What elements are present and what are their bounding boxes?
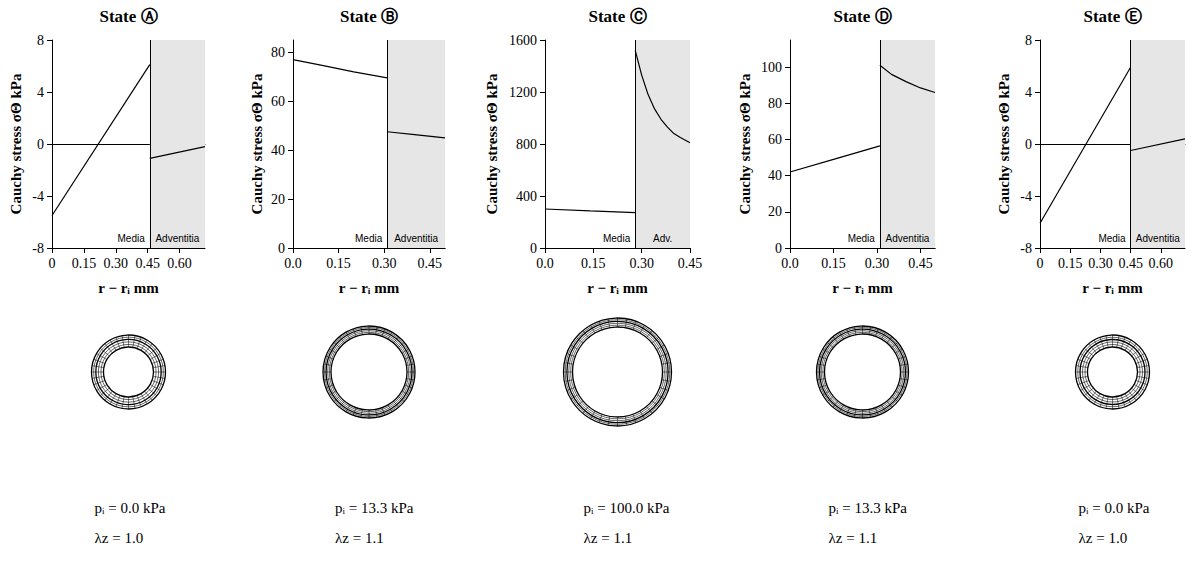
svg-text:Cauchy stress σΘ kPa: Cauchy stress σΘ kPa xyxy=(996,73,1012,214)
svg-text:-8: -8 xyxy=(32,241,44,256)
svg-text:λz = 1.1: λz = 1.1 xyxy=(829,530,878,546)
svg-text:λz = 1.0: λz = 1.0 xyxy=(95,530,144,546)
svg-text:pᵢ = 13.3 kPa: pᵢ = 13.3 kPa xyxy=(829,500,908,516)
svg-text:pᵢ = 0.0 kPa: pᵢ = 0.0 kPa xyxy=(95,500,166,516)
svg-text:20: 20 xyxy=(768,204,782,219)
svg-text:Cauchy stress σΘ kPa: Cauchy stress σΘ kPa xyxy=(484,73,500,214)
svg-text:400: 400 xyxy=(516,189,537,204)
svg-text:Adventitia: Adventitia xyxy=(885,233,929,244)
svg-text:r − rᵢ mm: r − rᵢ mm xyxy=(832,280,893,296)
svg-text:60: 60 xyxy=(271,94,285,109)
svg-text:Media: Media xyxy=(848,233,876,244)
svg-text:0.0: 0.0 xyxy=(284,256,302,271)
svg-text:r − rᵢ mm: r − rᵢ mm xyxy=(587,280,648,296)
svg-text:0.15: 0.15 xyxy=(326,256,351,271)
svg-text:State Ⓓ: State Ⓓ xyxy=(833,7,891,26)
svg-text:State Ⓐ: State Ⓐ xyxy=(99,7,157,26)
svg-text:40: 40 xyxy=(768,168,782,183)
svg-text:100: 100 xyxy=(761,60,782,75)
svg-text:Cauchy stress σΘ kPa: Cauchy stress σΘ kPa xyxy=(8,73,24,214)
svg-text:0.15: 0.15 xyxy=(72,256,97,271)
svg-text:-8: -8 xyxy=(1020,241,1032,256)
svg-text:Media: Media xyxy=(1098,233,1126,244)
svg-text:0.30: 0.30 xyxy=(104,256,129,271)
svg-text:0: 0 xyxy=(37,137,44,152)
svg-text:0.45: 0.45 xyxy=(678,256,703,271)
svg-text:0.15: 0.15 xyxy=(581,256,606,271)
svg-text:λz = 1.1: λz = 1.1 xyxy=(584,530,633,546)
svg-text:r − rᵢ mm: r − rᵢ mm xyxy=(1082,280,1143,296)
svg-text:40: 40 xyxy=(271,143,285,158)
svg-text:Media: Media xyxy=(118,233,146,244)
svg-text:1600: 1600 xyxy=(509,33,537,48)
svg-text:0.45: 0.45 xyxy=(135,256,160,271)
svg-text:80: 80 xyxy=(768,96,782,111)
svg-text:60: 60 xyxy=(768,132,782,147)
svg-text:800: 800 xyxy=(516,137,537,152)
svg-text:State Ⓒ: State Ⓒ xyxy=(588,7,646,26)
svg-text:λz = 1.0: λz = 1.0 xyxy=(1079,530,1128,546)
svg-text:-4: -4 xyxy=(1020,189,1032,204)
svg-text:Adv.: Adv. xyxy=(653,233,672,244)
svg-text:0: 0 xyxy=(530,241,537,256)
svg-text:0: 0 xyxy=(775,241,782,256)
svg-text:Media: Media xyxy=(355,233,383,244)
svg-text:Adventitia: Adventitia xyxy=(1136,233,1180,244)
svg-text:Adventitia: Adventitia xyxy=(155,233,199,244)
svg-text:0.15: 0.15 xyxy=(821,256,846,271)
svg-text:Media: Media xyxy=(603,233,631,244)
svg-text:0.30: 0.30 xyxy=(372,256,397,271)
svg-text:8: 8 xyxy=(1025,33,1032,48)
svg-text:0.45: 0.45 xyxy=(1118,256,1143,271)
svg-text:0: 0 xyxy=(49,256,56,271)
svg-text:λz = 1.1: λz = 1.1 xyxy=(335,530,384,546)
svg-text:pᵢ = 0.0 kPa: pᵢ = 0.0 kPa xyxy=(1079,500,1150,516)
svg-text:0.30: 0.30 xyxy=(865,256,890,271)
svg-text:State Ⓔ: State Ⓔ xyxy=(1083,7,1141,26)
svg-text:r − rᵢ mm: r − rᵢ mm xyxy=(98,280,159,296)
svg-text:Cauchy stress σΘ kPa: Cauchy stress σΘ kPa xyxy=(249,73,265,214)
svg-text:4: 4 xyxy=(1025,85,1032,100)
svg-text:pᵢ = 100.0 kPa: pᵢ = 100.0 kPa xyxy=(584,500,670,516)
svg-text:0: 0 xyxy=(278,241,285,256)
svg-text:0: 0 xyxy=(1037,256,1044,271)
svg-text:80: 80 xyxy=(271,45,285,60)
svg-text:8: 8 xyxy=(37,33,44,48)
svg-text:pᵢ = 13.3 kPa: pᵢ = 13.3 kPa xyxy=(335,500,414,516)
svg-text:State Ⓑ: State Ⓑ xyxy=(340,7,398,26)
svg-text:0.30: 0.30 xyxy=(629,256,654,271)
svg-text:1200: 1200 xyxy=(509,85,537,100)
svg-text:0.0: 0.0 xyxy=(536,256,554,271)
svg-text:-4: -4 xyxy=(32,189,44,204)
svg-text:4: 4 xyxy=(37,85,44,100)
svg-text:0.30: 0.30 xyxy=(1088,256,1113,271)
svg-text:0.45: 0.45 xyxy=(418,256,443,271)
svg-text:0.45: 0.45 xyxy=(908,256,933,271)
svg-text:r − rᵢ mm: r − rᵢ mm xyxy=(339,280,400,296)
svg-text:0.60: 0.60 xyxy=(1149,256,1174,271)
svg-text:0.0: 0.0 xyxy=(781,256,799,271)
svg-text:0.60: 0.60 xyxy=(167,256,192,271)
svg-text:20: 20 xyxy=(271,192,285,207)
svg-text:Adventitia: Adventitia xyxy=(394,233,438,244)
svg-text:Cauchy stress σΘ kPa: Cauchy stress σΘ kPa xyxy=(737,73,753,214)
svg-text:0: 0 xyxy=(1025,137,1032,152)
svg-text:0.15: 0.15 xyxy=(1058,256,1083,271)
